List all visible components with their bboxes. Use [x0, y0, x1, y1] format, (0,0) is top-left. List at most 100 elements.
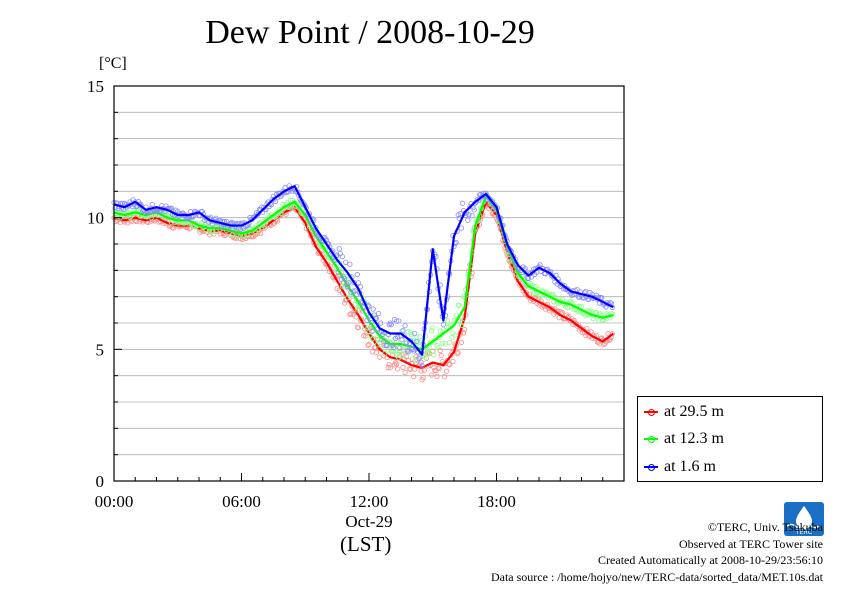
data-point [213, 215, 219, 221]
legend-label: at 29.5 m [664, 403, 724, 420]
data-point [385, 365, 391, 371]
data-point [373, 349, 380, 355]
data-point [429, 327, 435, 334]
data-point [431, 352, 437, 358]
data-point [607, 337, 613, 343]
data-point [435, 345, 441, 351]
data-point [361, 333, 367, 339]
data-point [375, 310, 382, 317]
data-point [369, 336, 375, 342]
data-point [430, 325, 436, 331]
data-point [384, 342, 390, 349]
data-point [458, 225, 465, 231]
x-tick-label: 00:00 [95, 492, 134, 511]
legend-swatch-red [644, 409, 658, 416]
x-tick-label: 12:00 [350, 492, 389, 511]
data-point [584, 325, 590, 332]
data-point [394, 318, 400, 324]
data-point [414, 338, 420, 345]
series-line [113, 184, 614, 356]
data-point [542, 306, 548, 312]
data-point [208, 214, 214, 220]
data-point [417, 354, 423, 360]
data-point [362, 323, 368, 330]
chart-title: Dew Point / 2008-10-29 [205, 14, 535, 51]
data-point [419, 363, 425, 369]
data-point [454, 350, 460, 357]
data-point [386, 322, 392, 328]
data-point [366, 341, 372, 347]
data-point [149, 201, 155, 208]
y-tick-label: 10 [87, 209, 104, 228]
data-point [581, 327, 587, 333]
data-point [537, 293, 543, 299]
data-point [466, 212, 472, 218]
credit-created: Created Automatically at 2008-10-29/23:5… [598, 553, 823, 567]
data-point [341, 275, 348, 282]
data-point [278, 210, 284, 217]
data-point [421, 356, 427, 362]
data-point [399, 337, 405, 343]
data-point [365, 325, 371, 331]
terc-logo-icon: TERC [784, 502, 824, 536]
x-axis-label: (LST) [340, 532, 392, 556]
data-point [157, 208, 163, 214]
data-point [447, 362, 453, 368]
legend-item-12-3m: at 12.3 m [644, 428, 724, 450]
data-point [440, 321, 446, 327]
legend-item-1-6m: at 1.6 m [644, 456, 716, 478]
data-point [447, 339, 453, 346]
data-point [370, 306, 376, 312]
data-point [403, 340, 409, 346]
data-point [134, 206, 140, 212]
data-point [272, 198, 279, 205]
data-point [528, 274, 535, 280]
data-point [170, 225, 177, 231]
data-point [460, 330, 467, 336]
data-point [335, 269, 341, 276]
data-point [390, 344, 397, 351]
data-point [364, 317, 370, 323]
data-point [417, 334, 423, 340]
legend-swatch-blue [644, 464, 658, 471]
data-point [398, 348, 404, 354]
data-point [345, 295, 351, 301]
data-point [409, 355, 416, 361]
data-point [441, 374, 448, 380]
data-point [237, 226, 244, 232]
data-point [578, 303, 585, 309]
data-point [390, 348, 397, 355]
data-point [402, 370, 408, 376]
data-point [355, 325, 361, 331]
data-point [343, 259, 349, 265]
data-point [329, 249, 335, 255]
data-point [426, 346, 433, 352]
data-point [452, 332, 458, 338]
data-point [368, 319, 374, 326]
legend-swatch-green [644, 436, 658, 443]
credits-block: ©TERC, Univ. Tsukuba Observed at TERC To… [491, 519, 823, 585]
data-point [388, 322, 394, 328]
data-point [458, 339, 465, 345]
data-point [378, 320, 384, 326]
x-date-label: Oct-29 [345, 512, 392, 531]
data-point [459, 200, 466, 206]
data-point [133, 218, 139, 225]
data-point [387, 365, 393, 371]
data-point [459, 319, 466, 326]
data-point [355, 280, 361, 286]
data-point [396, 318, 402, 324]
data-point [445, 318, 451, 324]
y-tick-label: 5 [96, 340, 105, 359]
data-point [458, 322, 465, 328]
data-point [421, 367, 427, 373]
legend-label: at 1.6 m [664, 458, 716, 475]
data-point [411, 373, 417, 380]
data-point [469, 213, 475, 219]
data-point [350, 311, 356, 318]
data-point [336, 260, 342, 266]
data-point [406, 340, 412, 347]
x-axis-ticks: 00:00 06:00 12:00 18:00 [95, 473, 625, 511]
data-point [347, 311, 353, 318]
data-point [350, 288, 356, 294]
